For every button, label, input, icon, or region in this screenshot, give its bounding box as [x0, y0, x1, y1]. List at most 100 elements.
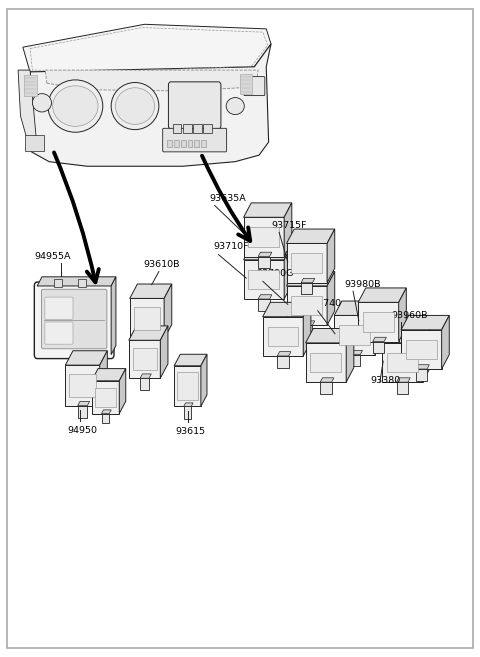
- FancyBboxPatch shape: [243, 260, 284, 299]
- FancyBboxPatch shape: [243, 217, 284, 256]
- Polygon shape: [140, 374, 151, 378]
- Polygon shape: [142, 339, 152, 351]
- Polygon shape: [164, 284, 172, 339]
- Polygon shape: [184, 406, 191, 419]
- FancyBboxPatch shape: [45, 297, 73, 319]
- FancyBboxPatch shape: [334, 315, 375, 355]
- Text: 93790G: 93790G: [257, 269, 294, 278]
- Polygon shape: [401, 315, 449, 330]
- Polygon shape: [140, 378, 149, 390]
- Polygon shape: [416, 369, 427, 381]
- Polygon shape: [258, 299, 270, 311]
- Polygon shape: [160, 326, 168, 378]
- Polygon shape: [201, 354, 207, 406]
- FancyBboxPatch shape: [382, 343, 422, 382]
- FancyBboxPatch shape: [267, 327, 299, 346]
- Polygon shape: [129, 326, 168, 340]
- Polygon shape: [399, 288, 406, 342]
- FancyBboxPatch shape: [129, 340, 160, 378]
- FancyBboxPatch shape: [132, 348, 156, 371]
- Polygon shape: [258, 252, 272, 256]
- Text: 94955A: 94955A: [35, 252, 72, 261]
- FancyBboxPatch shape: [181, 140, 186, 147]
- Polygon shape: [102, 410, 111, 413]
- Polygon shape: [100, 351, 108, 406]
- Polygon shape: [422, 328, 430, 382]
- Polygon shape: [18, 70, 37, 148]
- FancyBboxPatch shape: [244, 77, 265, 96]
- Polygon shape: [301, 279, 315, 283]
- Polygon shape: [184, 403, 193, 406]
- Polygon shape: [327, 229, 335, 283]
- Polygon shape: [396, 382, 408, 394]
- FancyBboxPatch shape: [25, 135, 44, 150]
- FancyBboxPatch shape: [203, 124, 212, 133]
- FancyBboxPatch shape: [168, 82, 221, 129]
- Polygon shape: [306, 328, 354, 343]
- Ellipse shape: [48, 80, 103, 132]
- FancyBboxPatch shape: [287, 244, 327, 283]
- Text: 93960B: 93960B: [392, 311, 428, 320]
- Polygon shape: [349, 355, 360, 367]
- FancyBboxPatch shape: [188, 140, 192, 147]
- Text: 93710F: 93710F: [214, 242, 249, 251]
- Text: 93635A: 93635A: [209, 194, 246, 203]
- Text: 93715F: 93715F: [271, 221, 307, 230]
- FancyBboxPatch shape: [134, 307, 160, 330]
- FancyBboxPatch shape: [193, 124, 202, 133]
- Polygon shape: [287, 229, 335, 244]
- FancyBboxPatch shape: [92, 381, 119, 413]
- Polygon shape: [65, 351, 108, 365]
- Text: 93615: 93615: [176, 426, 206, 436]
- Polygon shape: [23, 24, 271, 74]
- Polygon shape: [78, 406, 87, 418]
- FancyBboxPatch shape: [306, 343, 346, 382]
- Polygon shape: [92, 369, 126, 381]
- Polygon shape: [301, 325, 312, 337]
- Ellipse shape: [33, 94, 51, 112]
- FancyBboxPatch shape: [387, 353, 418, 372]
- Polygon shape: [45, 70, 258, 91]
- Polygon shape: [277, 351, 291, 356]
- FancyBboxPatch shape: [287, 286, 327, 325]
- FancyBboxPatch shape: [339, 325, 370, 345]
- FancyBboxPatch shape: [263, 317, 303, 356]
- Polygon shape: [258, 295, 272, 299]
- Polygon shape: [320, 382, 332, 394]
- Polygon shape: [349, 350, 362, 355]
- FancyBboxPatch shape: [401, 330, 442, 369]
- Polygon shape: [243, 246, 292, 260]
- Polygon shape: [372, 337, 386, 342]
- FancyBboxPatch shape: [54, 279, 62, 287]
- Text: 93740: 93740: [311, 298, 341, 307]
- Text: 93610B: 93610B: [143, 260, 180, 269]
- FancyBboxPatch shape: [130, 298, 164, 339]
- FancyBboxPatch shape: [363, 312, 394, 332]
- FancyBboxPatch shape: [183, 124, 192, 133]
- Polygon shape: [277, 356, 288, 368]
- Polygon shape: [334, 301, 383, 315]
- FancyBboxPatch shape: [358, 302, 399, 342]
- FancyBboxPatch shape: [34, 282, 114, 359]
- Polygon shape: [258, 256, 270, 268]
- Polygon shape: [442, 315, 449, 369]
- Text: 93380: 93380: [370, 376, 400, 386]
- Text: 93980B: 93980B: [344, 281, 381, 289]
- Text: 94950: 94950: [67, 426, 97, 435]
- FancyBboxPatch shape: [406, 340, 437, 359]
- Polygon shape: [375, 301, 383, 355]
- FancyBboxPatch shape: [95, 388, 116, 407]
- FancyBboxPatch shape: [163, 128, 227, 152]
- Ellipse shape: [53, 86, 98, 126]
- Polygon shape: [119, 369, 126, 413]
- FancyBboxPatch shape: [240, 74, 252, 94]
- FancyBboxPatch shape: [311, 353, 341, 372]
- Polygon shape: [320, 378, 334, 382]
- Polygon shape: [372, 342, 384, 353]
- FancyBboxPatch shape: [24, 75, 36, 96]
- Polygon shape: [174, 354, 207, 366]
- Polygon shape: [37, 277, 116, 286]
- FancyBboxPatch shape: [201, 140, 205, 147]
- Polygon shape: [301, 321, 315, 325]
- Polygon shape: [102, 413, 109, 423]
